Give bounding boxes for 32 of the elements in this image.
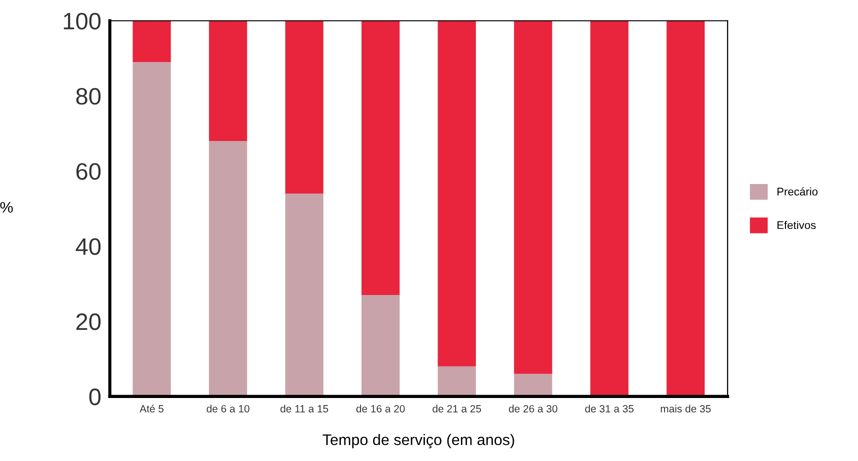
bar [285,194,324,396]
y-tick-label: 80 [76,88,101,105]
y-tick-label: 60 [76,163,101,180]
y-tick-label: 0 [89,388,101,406]
legend-label: Efetivos [778,220,816,230]
bar [438,20,476,366]
x-tick-label: de 6 a 10 [206,404,250,412]
x-tick-label: de 26 a 30 [508,404,558,412]
bar [666,20,705,396]
y-tick-label: 20 [76,313,101,330]
y-axis-title: % [0,202,13,213]
x-tick-label: de 21 a 25 [432,404,482,412]
x-tick-label: de 16 a 20 [356,404,405,412]
y-tick-label: 100 [64,12,101,30]
legend-label: Precário [778,187,818,196]
bar [362,20,400,296]
bar [132,62,171,396]
x-tick-label: de 31 a 35 [585,404,634,412]
bar [590,20,628,396]
bar [132,20,171,62]
y-tick-label: 40 [76,238,101,255]
bar [362,295,400,396]
bar [438,366,476,396]
bar [208,140,248,396]
x-axis-title: Tempo de serviço (em anos) [322,434,514,448]
x-tick-label: mais de 35 [660,404,711,412]
x-tick-label: de 11 a 15 [280,404,328,412]
bar [514,20,552,374]
x-tick-label: Até 5 [140,404,164,412]
bar [208,20,248,141]
bar [514,374,552,396]
bar [285,20,324,194]
